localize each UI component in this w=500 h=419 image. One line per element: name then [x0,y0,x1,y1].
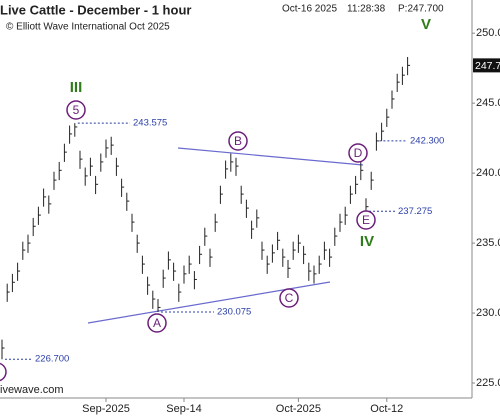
y-tick-label: 240.000 [476,167,500,179]
y-tick-label: 250.000 [476,27,500,39]
x-tick-label: Oct-2025 [276,403,321,415]
level-label: 237.275 [398,206,432,217]
header-date: Oct-16 2025 [282,4,337,15]
chart-title: Live Cattle - December - 1 hour [0,2,191,17]
x-tick-label: Sep-14 [166,403,201,415]
header-price: P:247.700 [398,4,444,15]
footer: ivewave.com [0,384,64,396]
wave-label: C [285,291,294,305]
degree-label: III [70,79,83,96]
trendline [177,147,364,166]
header-time: 11:28:38 [347,4,386,15]
chart-subtitle: © Elliott Wave International Oct 2025 [6,22,170,33]
wave-circle [279,288,299,308]
wave-circle [356,210,376,230]
wave-circle [348,143,368,163]
y-tick-label: 225.000 [476,377,500,389]
wave-label: A [153,316,161,330]
degree-label: IV [360,233,374,250]
wave-circle [66,100,86,120]
wave-circle [147,313,167,333]
last-price-box [473,58,500,73]
wave-label: B [234,134,242,148]
x-tick-label: Sep-2025 [82,403,130,415]
y-tick-label: 230.000 [476,307,500,319]
wave-circle [228,131,248,151]
wave-circle [0,362,7,382]
level-label: 226.700 [35,354,69,365]
wave-label: D [354,146,363,160]
x-tick-label: Oct-12 [370,403,403,415]
level-label: 243.575 [133,118,167,129]
last-price-label: 247.700 [475,60,500,72]
level-label: 242.300 [410,135,444,146]
y-tick-label: 245.000 [476,97,500,109]
degree-label: V [421,16,431,33]
wave-label: E [362,213,370,227]
wave-label: 5 [73,103,80,117]
level-label: 230.075 [217,307,251,318]
y-tick-label: 235.000 [476,237,500,249]
